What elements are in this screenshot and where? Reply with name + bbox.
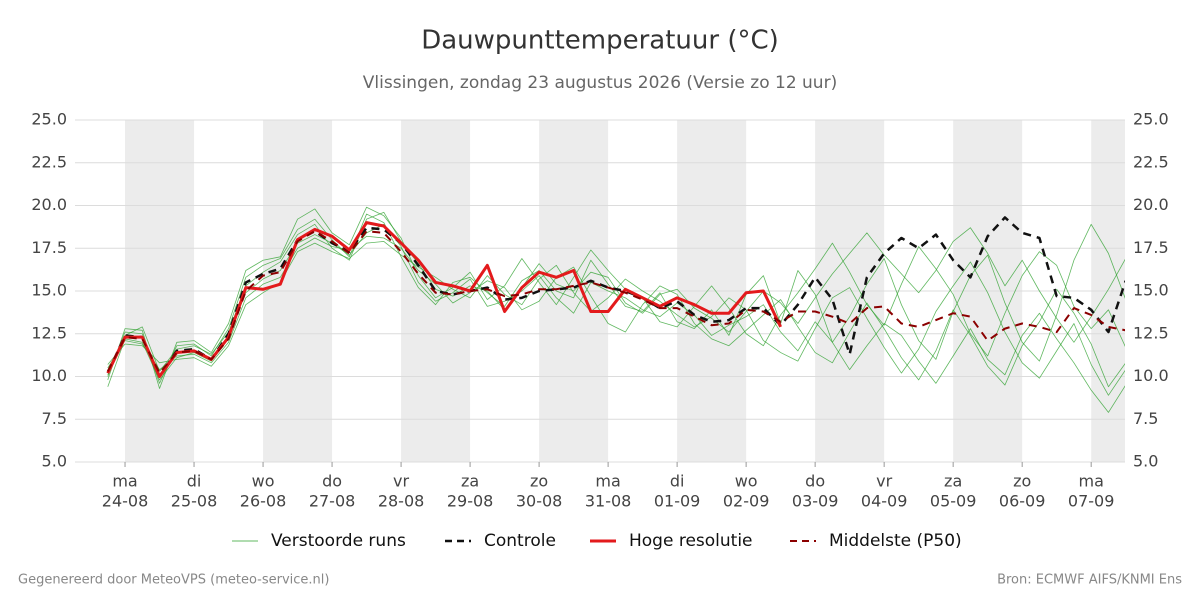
- x-tick-label: do: [805, 472, 825, 491]
- x-tick-label: za: [944, 472, 962, 491]
- ensemble-line: [107, 213, 1125, 384]
- y2-tick-label: 17.5: [1133, 238, 1169, 257]
- y2-tick-label: 25.0: [1133, 110, 1169, 129]
- x-tick-label: vr: [393, 472, 409, 491]
- y2-tick-label: 10.0: [1133, 366, 1169, 385]
- series-line: [106, 230, 1125, 375]
- ensemble-line: [107, 206, 1125, 389]
- legend-label: Controle: [484, 531, 556, 551]
- chart-title: Dauwpunttemperatuur (°C): [421, 26, 779, 56]
- y-tick-label: 10.0: [31, 366, 67, 385]
- legend-label: Hoge resolutie: [629, 531, 753, 551]
- x-tick-label: ma: [595, 472, 620, 491]
- y2-tick-label: 7.5: [1133, 409, 1158, 428]
- x-tick-label: 07-09: [1068, 492, 1115, 511]
- x-tick-label: di: [187, 472, 202, 491]
- x-tick-label: ma: [1078, 472, 1103, 491]
- y2-tick-label: 20.0: [1133, 195, 1169, 214]
- x-tick-label: 26-08: [240, 492, 287, 511]
- x-tick-label: 03-09: [792, 492, 839, 511]
- series-line: [106, 216, 1125, 378]
- x-tick-label: 28-08: [378, 492, 425, 511]
- x-tick-label: 01-09: [654, 492, 701, 511]
- footer-left: Gegenereerd door MeteoVPS (meteo-service…: [18, 573, 329, 588]
- x-tick-label: 24-08: [102, 492, 149, 511]
- x-tick-label: 29-08: [447, 492, 494, 511]
- x-tick-label: 25-08: [171, 492, 218, 511]
- y2-tick-label: 15.0: [1133, 281, 1169, 300]
- x-tick-label: zo: [530, 472, 548, 491]
- x-tick-label: 04-09: [861, 492, 908, 511]
- y-tick-label: 12.5: [31, 323, 67, 342]
- y2-tick-label: 12.5: [1133, 323, 1169, 342]
- y-tick-label: 15.0: [31, 281, 67, 300]
- x-tick-label: 30-08: [516, 492, 563, 511]
- y-tick-label: 22.5: [31, 152, 67, 171]
- x-tick-label: 31-08: [585, 492, 632, 511]
- chart-subtitle: Vlissingen, zondag 23 augustus 2026 (Ver…: [363, 73, 837, 93]
- x-tick-label: 02-09: [723, 492, 770, 511]
- y-tick-label: 25.0: [31, 110, 67, 129]
- legend-label: Verstoorde runs: [271, 531, 406, 551]
- y-tick-label: 5.0: [42, 452, 67, 471]
- x-tick-label: do: [322, 472, 342, 491]
- x-tick-label: wo: [252, 472, 275, 491]
- x-tick-label: ma: [112, 472, 137, 491]
- y-tick-label: 20.0: [31, 195, 67, 214]
- y-tick-label: 7.5: [42, 409, 67, 428]
- ensemble-line: [107, 235, 1125, 388]
- x-tick-label: vr: [876, 472, 892, 491]
- x-tick-label: 27-08: [309, 492, 356, 511]
- x-tick-label: 06-09: [999, 492, 1046, 511]
- x-tick-label: di: [670, 472, 685, 491]
- y2-tick-label: 22.5: [1133, 152, 1169, 171]
- x-tick-label: za: [461, 472, 479, 491]
- y-tick-label: 17.5: [31, 238, 67, 257]
- x-tick-label: wo: [735, 472, 758, 491]
- y2-tick-label: 5.0: [1133, 452, 1158, 471]
- x-tick-label: 05-09: [930, 492, 977, 511]
- legend-label: Middelste (P50): [829, 531, 962, 551]
- footer-right: Bron: ECMWF AIFS/KNMI Ens: [997, 573, 1182, 588]
- x-tick-label: zo: [1013, 472, 1031, 491]
